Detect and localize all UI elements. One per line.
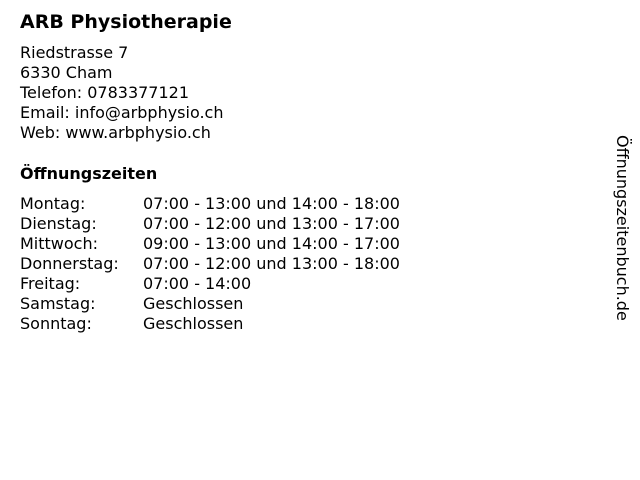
business-name: ARB Physiotherapie <box>20 11 232 33</box>
day: Sonntag: <box>20 314 92 333</box>
time: 07:00 - 12:00 und 13:00 - 17:00 <box>143 214 400 233</box>
time: Geschlossen <box>143 314 244 333</box>
time: 07:00 - 12:00 und 13:00 - 18:00 <box>143 254 400 273</box>
day: Dienstag: <box>20 214 97 233</box>
city: 6330 Cham <box>20 63 113 82</box>
hours-table: Montag: 07:00 - 13:00 und 14:00 - 18:00 D… <box>20 194 400 334</box>
time: 07:00 - 14:00 <box>143 274 252 293</box>
hours-row: Dienstag: 07:00 - 12:00 und 13:00 - 17:00 <box>20 214 400 234</box>
hours-row: Sonntag: Geschlossen <box>20 314 400 334</box>
hours-row: Samstag: Geschlossen <box>20 294 400 314</box>
day: Samstag: <box>20 294 96 313</box>
time: 07:00 - 13:00 und 14:00 - 18:00 <box>143 194 400 213</box>
watermark: Öffnungszeitenbuch.de <box>613 135 632 321</box>
phone: Telefon: 0783377121 <box>20 83 190 102</box>
email: Email: info@arbphysio.ch <box>20 103 224 122</box>
hours-row: Donnerstag: 07:00 - 12:00 und 13:00 - 18:… <box>20 254 400 274</box>
day: Donnerstag: <box>20 254 119 273</box>
day: Freitag: <box>20 274 81 293</box>
street: Riedstrasse 7 <box>20 43 129 62</box>
website: Web: www.arbphysio.ch <box>20 123 211 142</box>
hours-heading: Öffnungszeiten <box>20 164 158 183</box>
hours-row: Mittwoch: 09:00 - 13:00 und 14:00 - 17:00 <box>20 234 400 254</box>
day: Mittwoch: <box>20 234 98 253</box>
time: Geschlossen <box>143 294 244 313</box>
day: Montag: <box>20 194 86 213</box>
address-block: Riedstrasse 7 6330 Cham Telefon: 0783377… <box>20 43 224 143</box>
time: 09:00 - 13:00 und 14:00 - 17:00 <box>143 234 400 253</box>
hours-row: Montag: 07:00 - 13:00 und 14:00 - 18:00 <box>20 194 400 214</box>
hours-row: Freitag: 07:00 - 14:00 <box>20 274 400 294</box>
